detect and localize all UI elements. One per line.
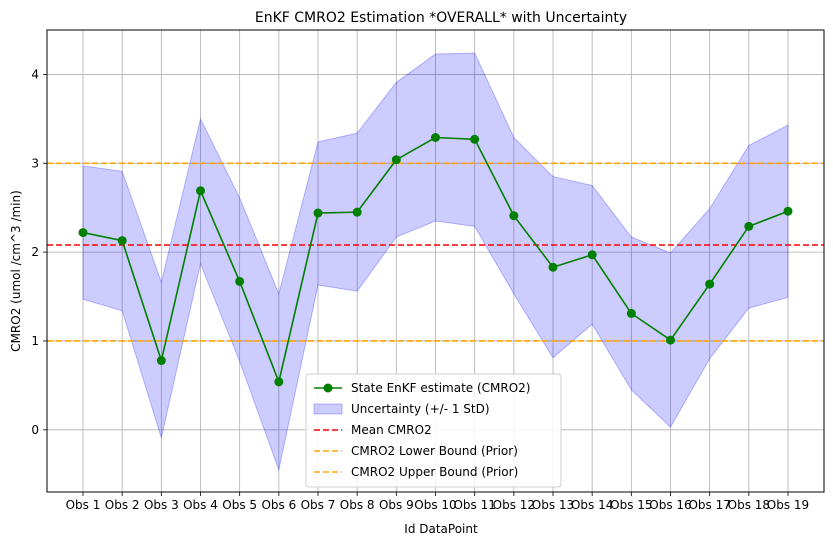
data-point — [587, 250, 597, 260]
legend: State EnKF estimate (CMRO2) Uncertainty (… — [305, 373, 562, 488]
legend-label: State EnKF estimate (CMRO2) — [351, 381, 530, 395]
x-tick-label: Obs 4 — [183, 498, 218, 512]
x-tick-label: Obs 5 — [222, 498, 257, 512]
x-tick-label: Obs 3 — [144, 498, 179, 512]
x-tick-label: Obs 13 — [532, 498, 574, 512]
x-tick-label: Obs 16 — [649, 498, 691, 512]
data-point — [666, 335, 675, 345]
data-point — [313, 208, 323, 218]
data-point — [509, 211, 519, 221]
chart-title: EnKF CMRO2 Estimation *OVERALL* with Unc… — [255, 10, 627, 26]
plot-area: Obs 1 Obs 2 Obs 3 Obs 4 Obs 5 Obs 6 Obs 7 Obs 8… — [31, 29, 825, 512]
uncertainty-band — [82, 52, 789, 472]
x-axis-label: Id DataPoint — [404, 522, 478, 536]
legend-label: Uncertainty (+/- 1 StD) — [351, 402, 490, 416]
x-tick-label: Obs 8 — [340, 498, 375, 512]
y-tick-label: 0 — [31, 423, 39, 437]
data-point — [235, 276, 245, 286]
data-point — [431, 133, 440, 143]
legend-label: CMRO2 Upper Bound (Prior) — [351, 465, 518, 479]
data-point — [391, 155, 401, 165]
x-tick-label: Obs 15 — [610, 498, 652, 512]
data-point — [470, 134, 480, 144]
x-tick-label: Obs 17 — [688, 498, 730, 512]
data-point — [626, 308, 636, 318]
data-point — [705, 279, 715, 289]
x-tick-label: Obs 6 — [261, 498, 296, 512]
data-point — [196, 186, 205, 196]
x-tick-label: Obs 14 — [571, 498, 613, 512]
legend-box — [305, 373, 562, 488]
legend-label: Mean CMRO2 — [351, 423, 432, 437]
x-tick-label: Obs 10 — [414, 498, 456, 512]
y-tick-label: 4 — [31, 67, 39, 81]
x-tick-label: Obs 2 — [105, 498, 140, 512]
data-point — [117, 236, 127, 246]
y-tick-label: 3 — [31, 156, 39, 170]
x-tick-label: Obs 1 — [66, 498, 101, 512]
data-point — [548, 262, 558, 272]
data-point — [156, 356, 166, 366]
data-point — [744, 221, 754, 231]
legend-swatch-patch — [313, 403, 343, 415]
data-point — [274, 377, 284, 387]
x-tick-label: Obs 12 — [493, 498, 535, 512]
x-tick-label: Obs 9 — [379, 498, 414, 512]
y-axis-label: CMRO2 (umol /cm^3 /min) — [9, 190, 23, 352]
x-tick-label: Obs 11 — [453, 498, 495, 512]
x-tick-label: Obs 18 — [728, 498, 770, 512]
y-tick-label: 1 — [31, 334, 39, 348]
y-tick-label: 2 — [31, 245, 39, 259]
x-tick-label: Obs 19 — [767, 498, 809, 512]
data-point — [783, 206, 793, 216]
data-point — [352, 207, 362, 217]
legend-swatch-marker — [323, 383, 333, 393]
x-tick-label: Obs 7 — [301, 498, 336, 512]
data-point — [78, 228, 88, 238]
legend-label: CMRO2 Lower Bound (Prior) — [351, 444, 518, 458]
